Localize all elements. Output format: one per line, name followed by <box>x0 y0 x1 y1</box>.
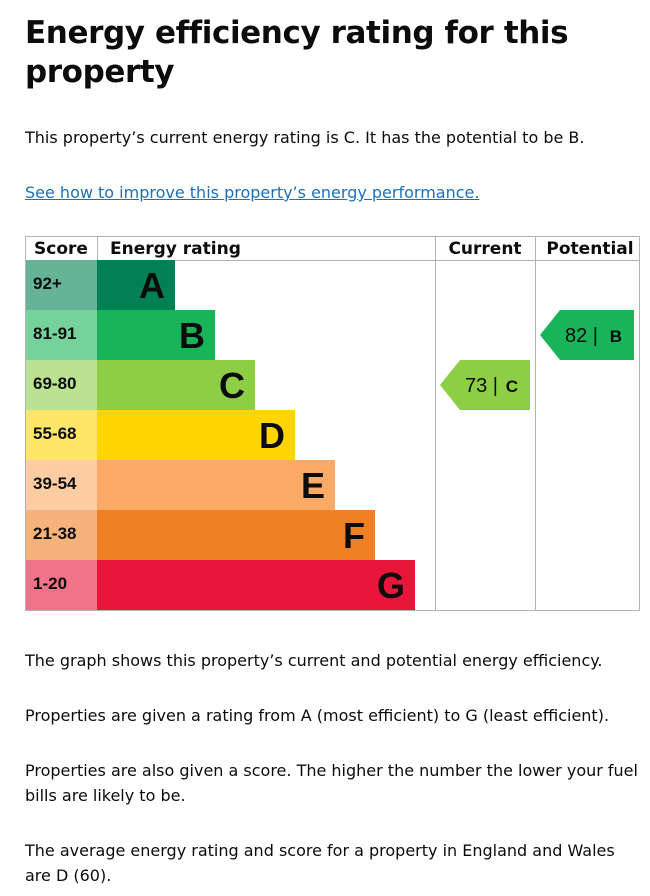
energy-rating-chart: 92+ A81-91 B69-80 C55-68 D39-54 E21-38 F1-20 G … <box>25 236 640 611</box>
column-headers: Score Energy rating Current Potential <box>34 239 634 259</box>
page-title: Energy efficiency rating for this proper… <box>25 15 569 90</box>
average-rating-description: The average energy rating and score for … <box>25 841 615 885</box>
rating-bar-e <box>97 460 335 510</box>
rating-arrows: 73 | C 82 | B <box>440 310 634 410</box>
rating-letter-d: D <box>259 415 285 456</box>
current-rating-arrow-rating: C <box>506 377 518 396</box>
current-column-header: Current <box>448 239 521 259</box>
score-column-header: Score <box>34 239 88 259</box>
score-cell-c <box>26 360 97 410</box>
score-description: Properties are also given a score. The h… <box>25 761 638 805</box>
score-label-g: 1-20 <box>33 574 67 593</box>
chart-border <box>25 236 640 611</box>
score-cell-e <box>26 460 97 510</box>
rating-bar-c <box>97 360 255 410</box>
rating-letter-g: G <box>377 565 405 606</box>
potential-rating-arrow-rating: B <box>610 327 622 346</box>
rating-letter-f: F <box>343 515 365 556</box>
graph-description: The graph shows this property’s current … <box>25 651 603 670</box>
rating-letter-e: E <box>301 465 325 506</box>
score-label-c: 69-80 <box>33 374 76 393</box>
rating-bar-f <box>97 510 375 560</box>
score-label-a: 92+ <box>33 274 62 293</box>
potential-column-header: Potential <box>546 239 633 259</box>
potential-rating-arrow: 82 | B <box>540 310 634 360</box>
rating-bar-g <box>97 560 415 610</box>
score-cell-d <box>26 410 97 460</box>
current-rating-arrow-score: 73 | <box>465 375 498 397</box>
energy-rating-column-header: Energy rating <box>110 239 241 259</box>
score-label-f: 21-38 <box>33 524 76 543</box>
potential-rating-arrow-shape <box>540 310 634 360</box>
improve-performance-link[interactable]: See how to improve this property’s energ… <box>25 183 480 202</box>
rating-scale-description: Properties are given a rating from A (mo… <box>25 706 610 725</box>
rating-bar-b <box>97 310 215 360</box>
current-rating-summary: This property’s current energy rating is… <box>25 128 585 147</box>
score-cell-b <box>26 310 97 360</box>
rating-bar-a <box>97 260 175 310</box>
current-rating-arrow: 73 | C <box>440 360 530 410</box>
rating-bar-d <box>97 410 295 460</box>
chart-grid <box>25 236 640 611</box>
rating-letter-b: B <box>179 315 205 356</box>
score-label-d: 55-68 <box>33 424 76 443</box>
score-cell-a <box>26 260 97 310</box>
score-label-e: 39-54 <box>33 474 77 493</box>
potential-rating-arrow-score: 82 | <box>565 325 598 347</box>
score-label-b: 81-91 <box>33 324 76 343</box>
score-cell-g <box>26 560 97 610</box>
current-rating-arrow-shape <box>440 360 530 410</box>
rating-letter-a: A <box>139 265 165 306</box>
rating-letter-c: C <box>219 365 245 406</box>
rating-bands: 92+ A 81-91 B 69-80 C 55-68 D 39-54 E 21-38 F 1-20 G <box>26 260 415 610</box>
score-cell-f <box>26 510 97 560</box>
